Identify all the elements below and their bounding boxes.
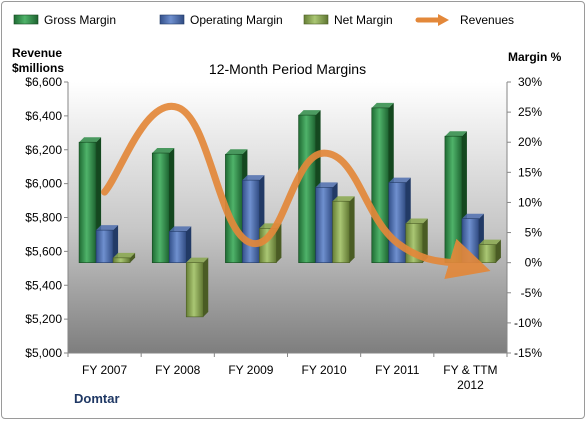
operating-margin-bar [315,187,333,263]
left-axis-tick-label: $6,000 [25,177,62,191]
right-axis-tick-label: 25% [518,105,542,119]
left-axis-tick-label: $6,200 [25,143,62,157]
x-axis-tick-label: FY & TTM 2012 [443,363,497,392]
right-axis: -15% -10% -5% 0% 5% 10% 15% 20% 25% 30% [506,75,543,360]
gross-margin-bar-top [371,102,394,108]
legend-swatch-gross-margin [13,14,39,25]
operating-margin-bar [95,229,114,263]
gross-margin-bar [298,114,316,263]
right-axis-tick-label: 20% [518,135,542,149]
net-margin-bar [185,262,204,318]
gross-margin-bar [78,141,97,263]
net-margin-bar-side [495,239,501,263]
legend-label-gross-margin: Gross Margin [44,13,116,27]
legend-arrow-revenues [438,14,449,26]
operating-margin-bar-top [96,225,119,231]
gross-margin-bar-top [444,131,467,137]
left-axis: $5,000 $5,200 $5,400 $5,600 $5,800 $6,000 $6,2… [25,75,69,360]
gross-margin-bar [444,135,463,263]
x-axis-tick-label: FY 2008 [155,363,200,377]
operating-margin-bar-top [461,213,484,219]
x-axis-tick-label: FY 2009 [228,363,273,377]
left-axis-tick-label: $5,600 [25,244,62,258]
plot-area [68,82,507,353]
operating-margin-bar [168,231,187,263]
net-margin-bar-top [113,252,136,258]
operating-margin-bar-top [242,175,265,181]
left-axis-tick-label: $5,200 [25,312,62,326]
net-margin-bar-side [130,252,136,263]
x-axis-tick-label: FY 2010 [302,363,347,377]
y-left-axis-title-units: $millions [12,61,64,75]
net-margin-bar [478,244,497,263]
legend: Gross Margin Operating Margin Net Margin Re… [13,13,514,27]
operating-margin-bar [242,179,260,263]
legend-label-net-margin: Net Margin [334,13,393,27]
gross-margin-bar-top [152,148,175,154]
operating-margin-bar-top [315,182,338,188]
right-axis-tick-label: 10% [518,195,542,209]
legend-swatch-operating-margin [159,14,185,25]
right-axis-tick-label: -5% [521,286,543,300]
right-axis-tick-label: -15% [514,346,542,360]
left-axis-tick-label: $6,600 [25,75,62,89]
left-axis-tick-label: $5,400 [25,278,62,292]
gross-margin-bar [151,152,170,263]
y-left-axis-title: Revenue [12,46,62,60]
operating-margin-bar-top [169,226,192,232]
bars-group [78,102,501,318]
operating-margin-bar-side [113,225,119,263]
right-axis-tick-label: 15% [518,165,542,179]
y-right-axis-title: Margin % [508,50,562,64]
revenue-line-group [101,102,491,280]
gross-margin-bar-top [79,137,102,143]
legend-swatch-net-margin [303,14,329,25]
operating-margin-bar [461,218,480,263]
net-margin-bar-top [405,218,428,224]
net-margin-bar-side [276,223,282,263]
net-margin-bar [112,257,131,263]
gross-margin-bar-top [225,149,248,155]
right-axis-tick-label: 0% [525,256,543,270]
revenues-line [101,102,491,280]
x-axis-tick-label: FY 2011 [375,363,420,377]
gross-margin-bar [371,107,390,263]
net-margin-bar [332,200,350,263]
legend-label-operating-margin: Operating Margin [190,13,283,27]
net-margin-bar-side [422,218,428,263]
x-axis: FY 2007 FY 2008 FY 2009 FY 2010 FY 2011 FY & … [67,352,508,392]
left-axis-tick-label: $5,000 [25,346,62,360]
right-axis-tick-label: 5% [525,226,543,240]
company-label: Domtar [74,391,120,406]
x-axis-tick-label: FY 2007 [82,363,127,377]
gross-margin-bar-top [298,110,321,116]
net-margin-bar-top [186,257,209,263]
right-axis-tick-label: 30% [518,75,542,89]
net-margin-bar-top [332,196,355,202]
net-margin-bar-side [203,257,209,317]
operating-margin-bar-side [186,226,192,263]
right-axis-tick-label: -10% [514,316,542,330]
left-axis-tick-label: $6,400 [25,109,62,123]
chart-title: 12-Month Period Margins [209,61,366,77]
net-margin-bar-side [349,196,355,263]
operating-margin-bar-top [388,177,411,183]
margins-chart: Gross Margin Operating Margin Net Margin Re… [12,13,562,406]
legend-label-revenues: Revenues [460,13,514,27]
left-axis-tick-label: $5,800 [25,211,62,225]
